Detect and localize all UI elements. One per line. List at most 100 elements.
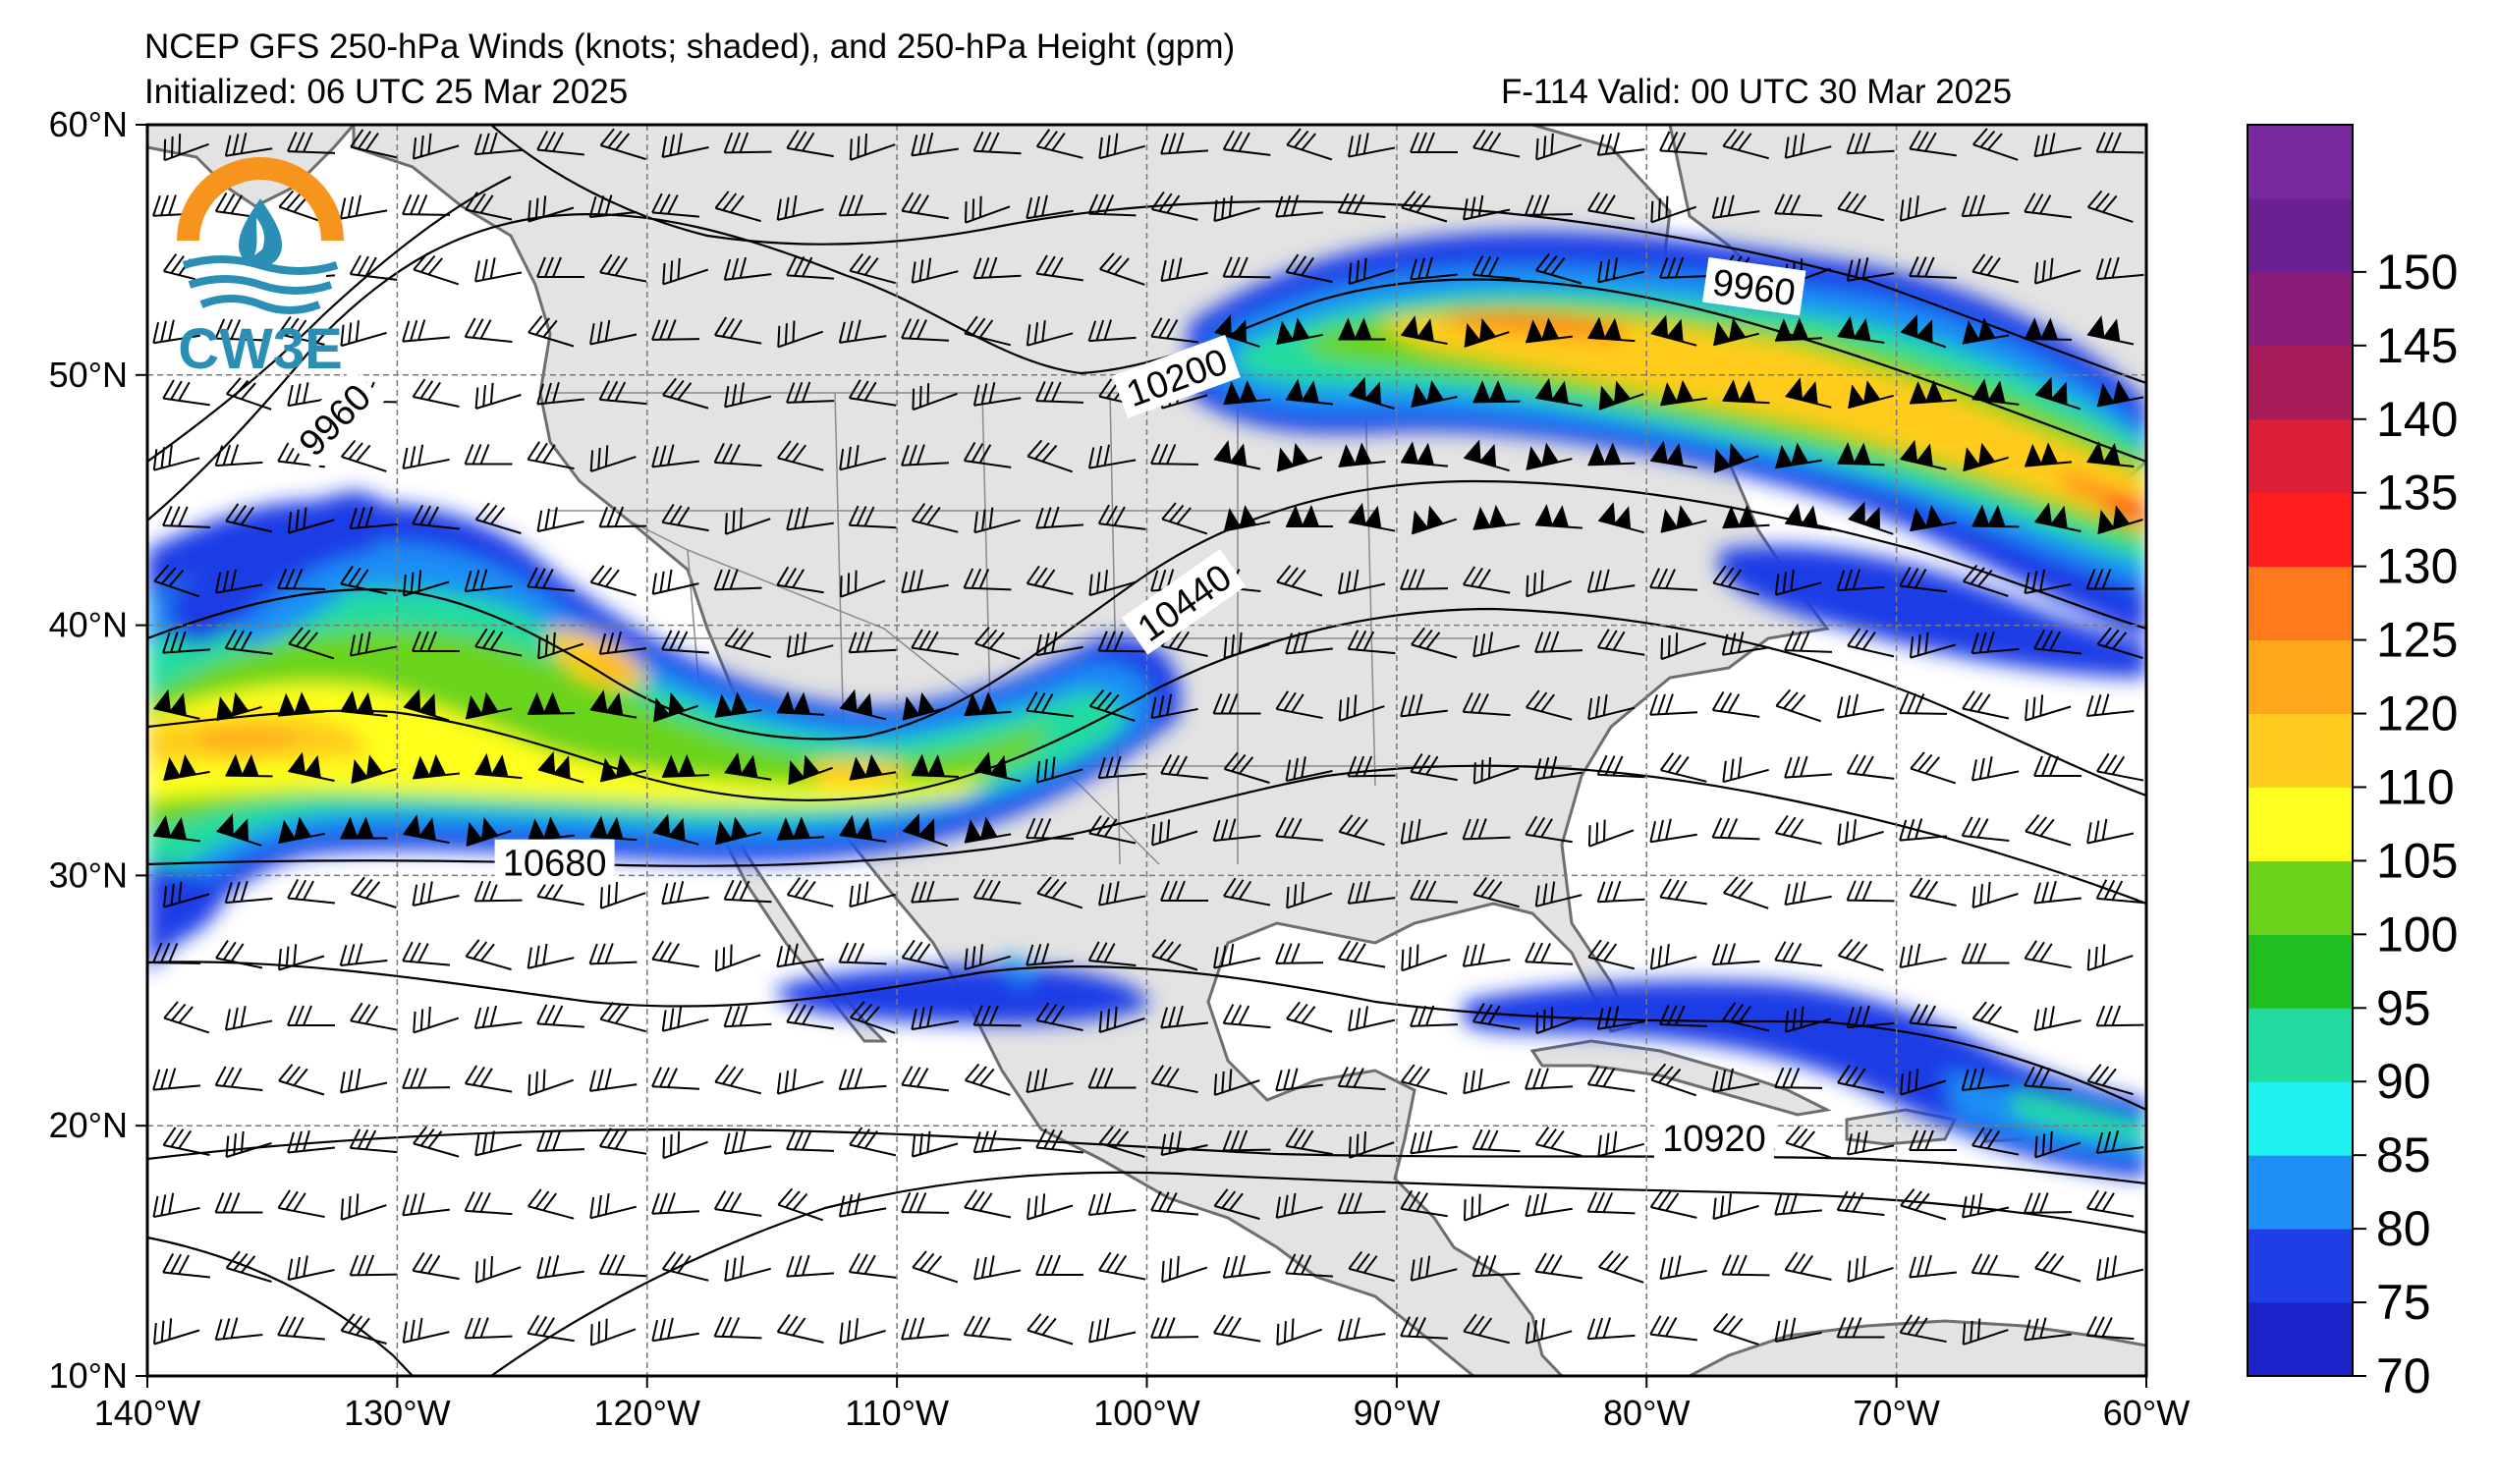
- wind-barb: [474, 628, 523, 657]
- wind-barb: [786, 1254, 835, 1278]
- wind-barb: [1401, 1064, 1448, 1095]
- wind-barb: [1411, 505, 1458, 535]
- wind-barb: [527, 441, 575, 470]
- wind-barb: [1027, 1313, 1074, 1346]
- wind-barb: [1846, 1005, 1895, 1029]
- wind-barb: [2095, 1005, 2144, 1027]
- wind-barb: [901, 1066, 949, 1092]
- wind-barb: [1400, 693, 1448, 718]
- wind-barb: [413, 753, 460, 780]
- wind-barb: [1596, 1006, 1645, 1030]
- wind-barb: [225, 1130, 272, 1158]
- wind-barb: [1587, 316, 1636, 343]
- colorbar-label: 125: [2376, 613, 2458, 668]
- colorbar-label: 105: [2376, 833, 2458, 888]
- wind-barb: [403, 570, 450, 597]
- wind-barb: [1027, 439, 1074, 473]
- wind-barb: [225, 1250, 272, 1283]
- wind-barb: [1026, 194, 1074, 220]
- wind-barb: [163, 1001, 210, 1034]
- wind-barb: [1213, 440, 1261, 470]
- wind-barb: [215, 940, 263, 969]
- wind-barb: [224, 880, 273, 905]
- wind-barb: [1213, 1188, 1260, 1221]
- wind-barb: [1649, 1315, 1697, 1342]
- wind-barb: [849, 134, 896, 161]
- wind-barb: [1150, 443, 1199, 466]
- wind-barb: [911, 1006, 959, 1031]
- wind-barb: [1337, 1317, 1386, 1342]
- wind-barb: [1587, 939, 1636, 970]
- wind-barb: [2033, 1006, 2082, 1031]
- wind-barb: [1837, 191, 1885, 222]
- wind-barb: [1410, 1129, 1458, 1155]
- wind-barb: [777, 440, 824, 471]
- colorbar-label: 95: [2376, 980, 2431, 1035]
- height-contour-label: 10920: [1653, 1114, 1774, 1160]
- wind-barb: [465, 939, 512, 971]
- wind-barb: [1848, 501, 1894, 535]
- wind-barb: [474, 1130, 523, 1157]
- wind-barb: [776, 566, 824, 594]
- wind-barb: [2024, 317, 2073, 341]
- wind-barb: [1400, 818, 1448, 845]
- wind-barb: [1836, 1190, 1885, 1217]
- wind-barb: [162, 1252, 210, 1279]
- wind-barb: [1961, 943, 2010, 964]
- wind-barb: [1972, 128, 2019, 161]
- wind-barb: [1027, 1193, 1074, 1221]
- wind-barb: [278, 691, 325, 717]
- wind-barb: [1347, 880, 1396, 905]
- wind-barb: [527, 943, 575, 969]
- wind-barb: [599, 754, 647, 783]
- wind-barb: [661, 503, 709, 532]
- y-tick-label: 50°N: [49, 355, 128, 395]
- wind-barb: [964, 1063, 1011, 1096]
- colorbar-label: 110: [2376, 759, 2455, 814]
- x-tick-label: 130°W: [344, 1393, 450, 1433]
- wind-barb: [1650, 195, 1697, 224]
- colorbar-frame: [2247, 124, 2354, 1377]
- wind-barb: [901, 1191, 950, 1214]
- wind-barb: [224, 1006, 273, 1031]
- wind-barb: [1534, 755, 1582, 781]
- wind-barb: [964, 195, 1011, 224]
- wind-barb: [1971, 756, 2020, 782]
- colorbar-bin: [2248, 934, 2353, 1009]
- wind-barb: [1098, 133, 1145, 160]
- wind-barb: [1784, 631, 1833, 653]
- colorbar-bin: [2248, 125, 2353, 199]
- wind-barb: [1837, 938, 1884, 971]
- x-tick-label: 140°W: [94, 1393, 200, 1433]
- wind-barb: [972, 382, 1022, 407]
- wind-barb: [1097, 881, 1146, 907]
- wind-barb: [474, 752, 523, 780]
- wind-barb: [714, 816, 762, 846]
- wind-barb: [1659, 1005, 1708, 1027]
- x-tick-label: 120°W: [594, 1393, 700, 1433]
- wind-barb: [661, 630, 710, 654]
- wind-barb: [713, 569, 762, 591]
- wind-barb: [402, 1317, 450, 1344]
- wind-barb: [340, 816, 388, 840]
- wind-barb: [1088, 1317, 1137, 1344]
- wind-barb: [724, 508, 771, 535]
- wind-barb: [288, 751, 335, 782]
- wind-barb: [1471, 1003, 1521, 1030]
- wind-barb: [1410, 1255, 1458, 1282]
- wind-barb: [912, 383, 958, 412]
- wind-barb: [901, 569, 949, 594]
- y-tick-label: 20°N: [49, 1105, 128, 1145]
- wind-barb: [1535, 252, 1582, 285]
- wind-barb: [1775, 688, 1822, 723]
- wind-barb: [776, 690, 825, 716]
- wind-barb: [1275, 690, 1323, 720]
- wind-barb: [1660, 505, 1707, 533]
- wind-barb: [1347, 630, 1396, 655]
- wind-barb: [911, 880, 960, 904]
- wind-barb: [1535, 377, 1582, 408]
- wind-barb: [2085, 569, 2135, 590]
- wind-barb: [1712, 565, 1760, 596]
- wind-barb: [652, 692, 699, 723]
- wind-barb: [972, 878, 1022, 905]
